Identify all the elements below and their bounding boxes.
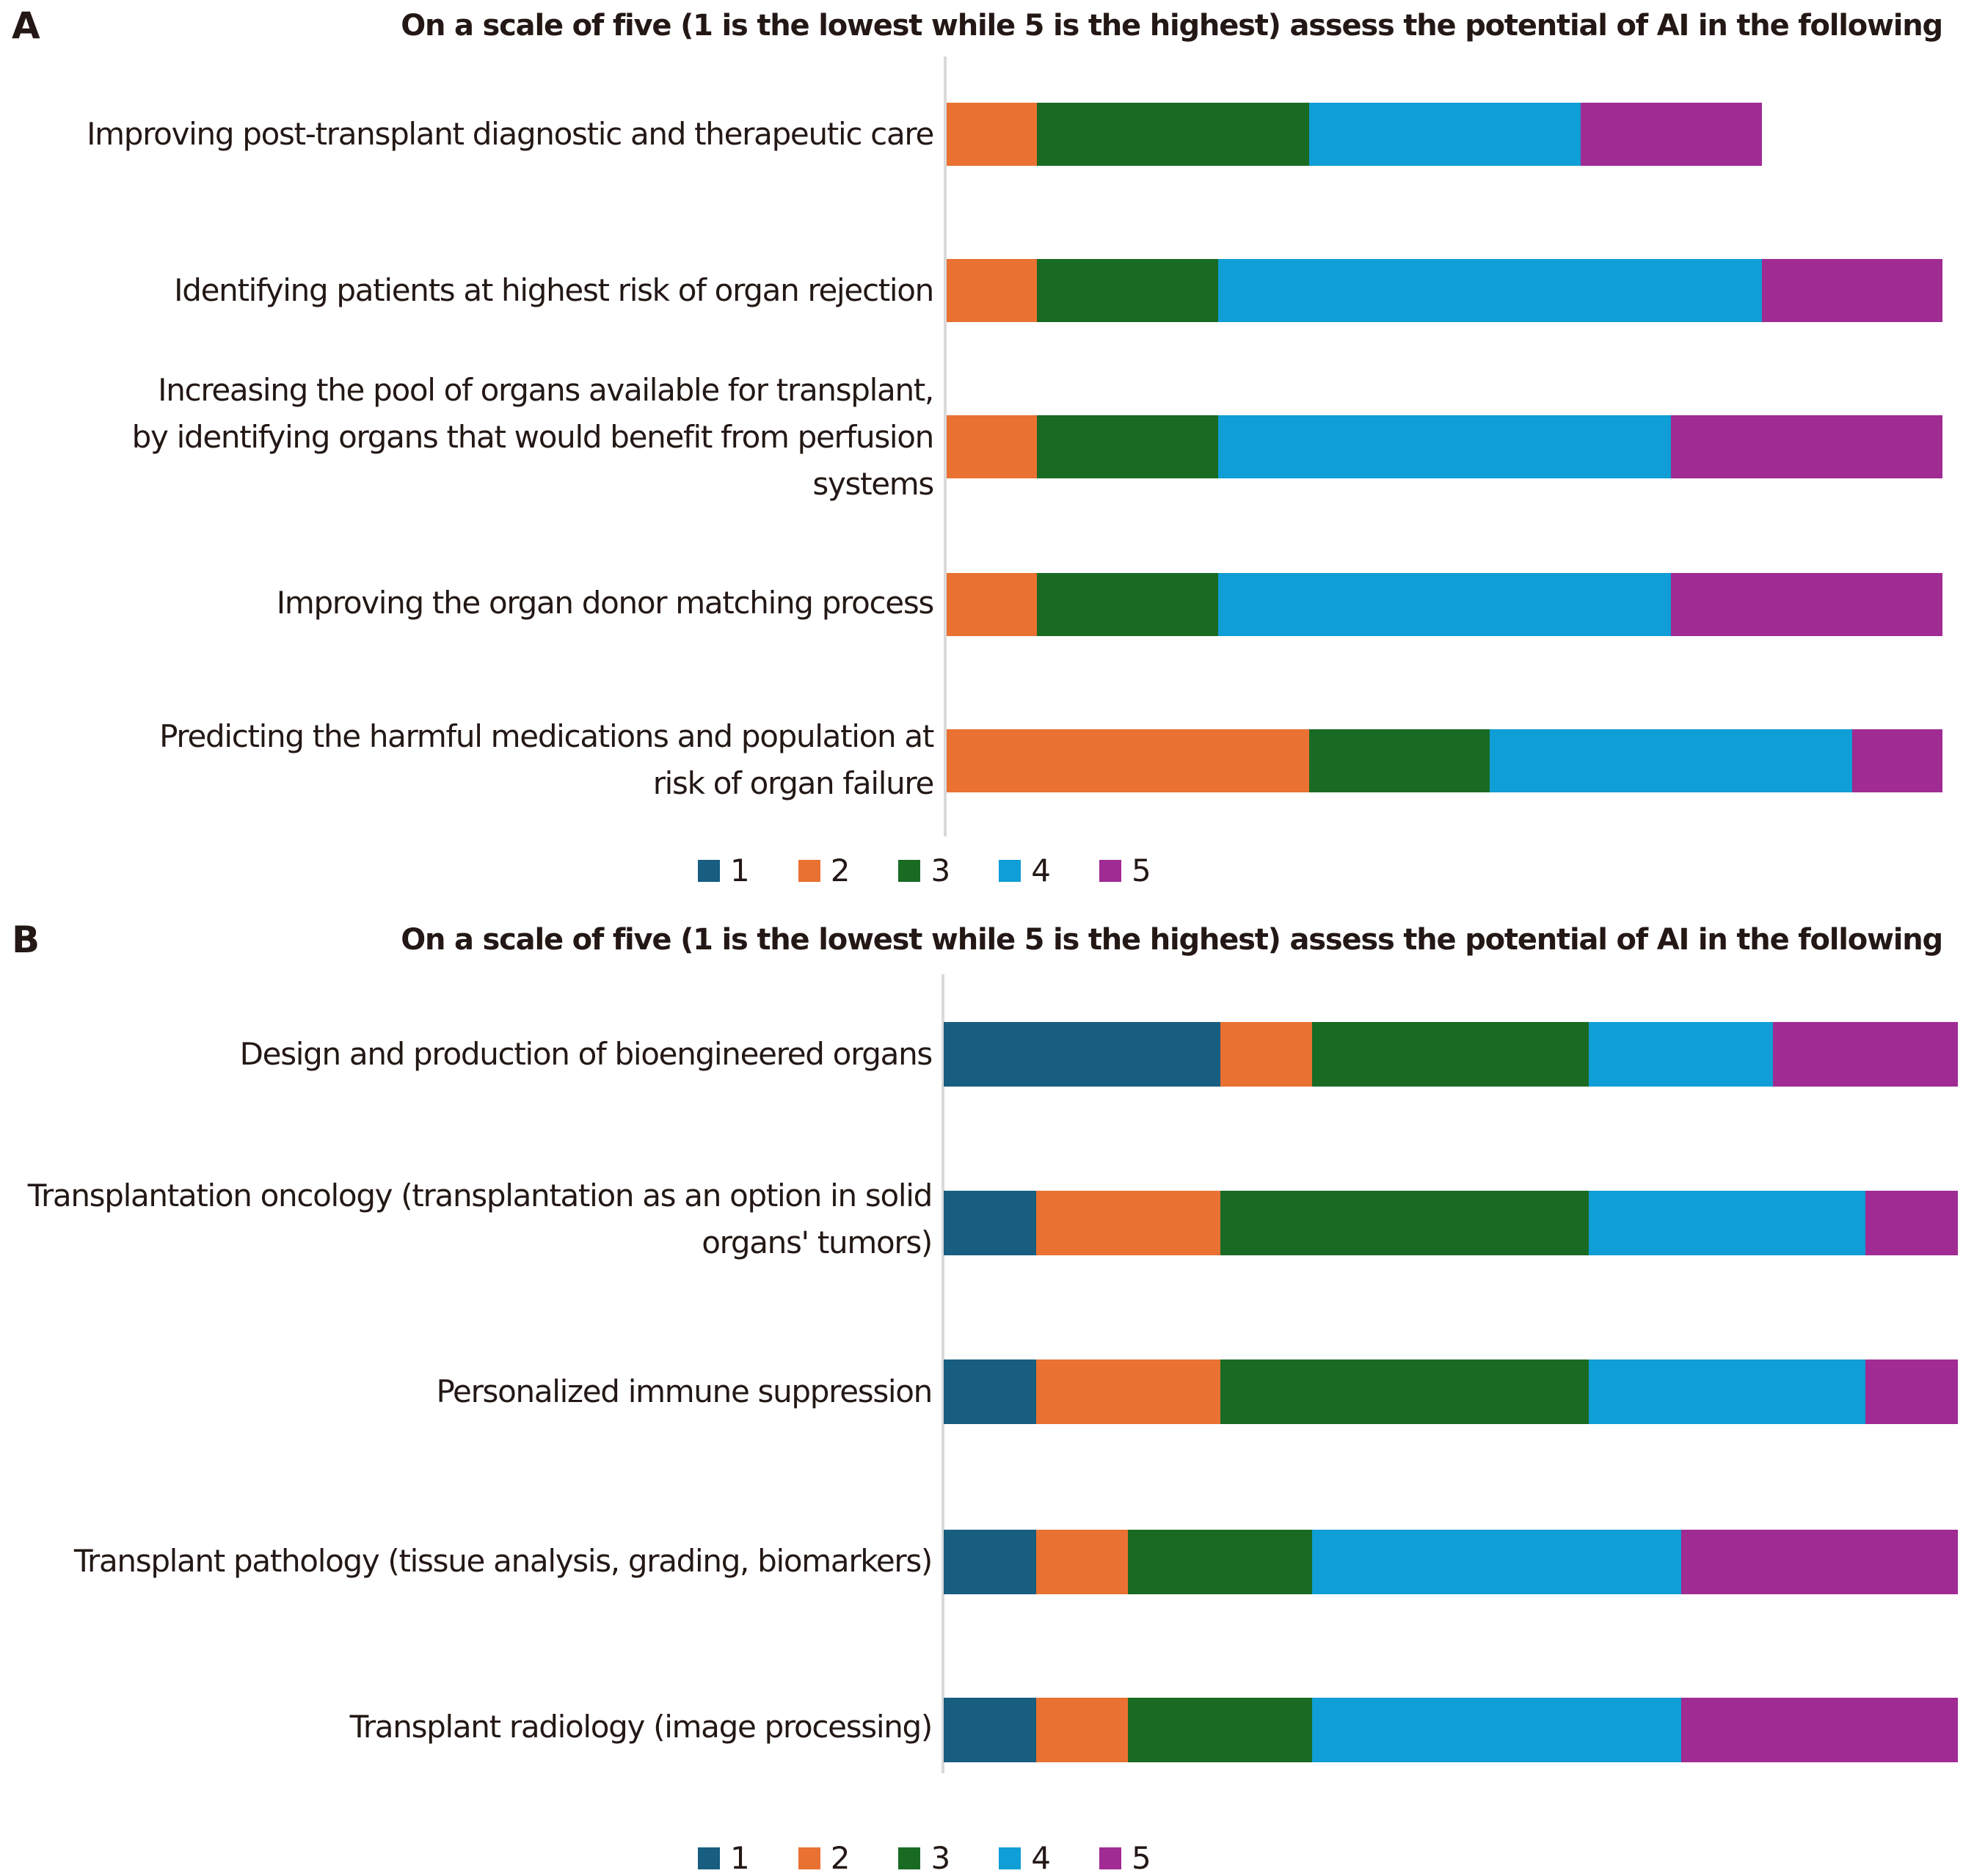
legend-swatch — [798, 859, 820, 882]
legend-swatch — [698, 1847, 720, 1869]
legend-label: 1 — [730, 853, 750, 888]
bar-segment-rating-2 — [947, 103, 1038, 166]
legend-swatch — [698, 859, 720, 882]
bar-segment-rating-5 — [1865, 1359, 1958, 1424]
category-label: Improving the organ donor matching proce… — [276, 585, 935, 621]
bar-segment-rating-5 — [1680, 1530, 1958, 1594]
category-label: Transplant pathology (tissue analysis, g… — [73, 1543, 933, 1579]
bar-segment-rating-4 — [1490, 729, 1852, 792]
chart-a-legend: 1 2 3 4 5 — [698, 853, 1200, 888]
legend-label: 4 — [1031, 853, 1051, 888]
legend-item-5: 5 — [1099, 853, 1151, 888]
bar-segment-rating-3 — [1220, 1191, 1589, 1255]
bar-segment-rating-4 — [1218, 415, 1672, 478]
legend-swatch — [1099, 859, 1121, 882]
bar-segment-rating-5 — [1773, 1022, 1958, 1087]
bar-segment-rating-5 — [1671, 573, 1943, 636]
legend-label: 3 — [930, 1840, 951, 1876]
chart-b-legend: 1 2 3 4 5 — [698, 1840, 1200, 1876]
bar-segment-rating-4 — [1589, 1359, 1865, 1424]
bar-segment-rating-4 — [1312, 1530, 1681, 1594]
legend-label: 1 — [730, 1840, 750, 1876]
bar-segment-rating-2 — [1220, 1022, 1313, 1087]
bar-segment-rating-2 — [1035, 1359, 1220, 1424]
bar-segment-rating-5 — [1865, 1191, 1958, 1255]
bar-segment-rating-1 — [944, 1530, 1036, 1594]
legend-label: 2 — [830, 1840, 851, 1876]
bar-segment-rating-3 — [1308, 729, 1490, 792]
bar-segment-rating-3 — [1128, 1530, 1313, 1594]
legend-item-1: 1 — [698, 853, 750, 888]
bar-segment-rating-2 — [1035, 1530, 1129, 1594]
legend-item-1: 1 — [698, 1840, 750, 1876]
bar-segment-rating-4 — [1589, 1191, 1865, 1255]
chart-b-title: On a scale of five (1 is the lowest whil… — [401, 923, 1943, 957]
bar-segment-rating-3 — [1037, 259, 1219, 322]
legend-label: 2 — [830, 853, 851, 888]
bar-segment-rating-2 — [947, 259, 1038, 322]
category-label: Personalized immune suppression — [436, 1373, 933, 1409]
legend-swatch — [999, 1847, 1021, 1869]
category-label: Identifying patients at highest risk of … — [174, 272, 934, 308]
bar-segment-rating-1 — [944, 1359, 1036, 1424]
category-label: Transplantation oncology (transplantatio… — [27, 1178, 933, 1260]
panel-b-letter: B — [12, 919, 40, 961]
legend-item-3: 3 — [898, 1840, 950, 1876]
legend-item-4: 4 — [999, 1840, 1051, 1876]
bar-segment-rating-2 — [947, 729, 1309, 792]
bar-segment-rating-3 — [1037, 415, 1219, 478]
bar-segment-rating-3 — [1037, 573, 1219, 636]
category-label: Improving post-transplant diagnostic and… — [87, 116, 934, 152]
category-label: Predicting the harmful medications and p… — [159, 718, 934, 801]
bar-segment-rating-1 — [944, 1698, 1036, 1762]
category-label: Design and production of bioengineered o… — [239, 1036, 933, 1072]
legend-label: 5 — [1131, 853, 1151, 888]
chart-a-title: On a scale of five (1 is the lowest whil… — [401, 9, 1943, 43]
bar-segment-rating-2 — [947, 573, 1038, 636]
legend-item-3: 3 — [898, 853, 950, 888]
legend-label: 4 — [1031, 1840, 1051, 1876]
bar-segment-rating-2 — [1035, 1698, 1129, 1762]
bar-segment-rating-4 — [1218, 259, 1762, 322]
bar-segment-rating-3 — [1128, 1698, 1313, 1762]
legend-label: 3 — [930, 853, 951, 888]
legend-item-5: 5 — [1099, 1840, 1151, 1876]
legend-item-2: 2 — [798, 1840, 851, 1876]
bar-segment-rating-2 — [1035, 1191, 1220, 1255]
legend-swatch — [898, 1847, 921, 1869]
legend-swatch — [999, 859, 1021, 882]
category-label: Increasing the pool of organs available … — [131, 372, 935, 502]
bar-segment-rating-3 — [1037, 103, 1309, 166]
legend-item-4: 4 — [999, 853, 1051, 888]
bar-segment-rating-4 — [1218, 573, 1672, 636]
legend-swatch — [798, 1847, 820, 1869]
bar-segment-rating-5 — [1680, 1698, 1958, 1762]
bar-segment-rating-5 — [1580, 103, 1762, 166]
legend-swatch — [1099, 1847, 1121, 1869]
bar-segment-rating-1 — [944, 1022, 1220, 1087]
bar-segment-rating-3 — [1312, 1022, 1589, 1087]
legend-label: 5 — [1131, 1840, 1151, 1876]
chart-b-axis — [942, 974, 944, 1773]
bar-segment-rating-5 — [1671, 415, 1943, 478]
bar-segment-rating-5 — [1852, 729, 1943, 792]
legend-item-2: 2 — [798, 853, 851, 888]
bar-segment-rating-2 — [947, 415, 1038, 478]
bar-segment-rating-4 — [1589, 1022, 1774, 1087]
bar-segment-rating-1 — [944, 1191, 1036, 1255]
category-label: Transplant radiology (image processing) — [349, 1709, 933, 1745]
bar-segment-rating-4 — [1312, 1698, 1681, 1762]
bar-segment-rating-5 — [1761, 259, 1943, 322]
panel-a-letter: A — [12, 4, 40, 47]
legend-swatch — [898, 859, 921, 882]
bar-segment-rating-3 — [1220, 1359, 1589, 1424]
chart-a-axis — [944, 56, 947, 836]
bar-segment-rating-4 — [1308, 103, 1581, 166]
